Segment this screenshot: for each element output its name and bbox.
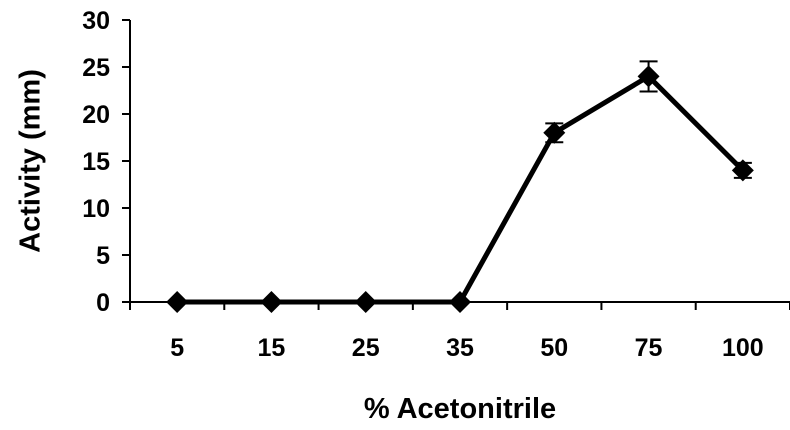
data-point (543, 121, 566, 144)
x-tick-label: 35 (446, 334, 474, 362)
y-axis-ticks: 0 5 10 15 20 25 30 (82, 7, 130, 317)
data-point (449, 291, 471, 313)
y-tick-label: 10 (82, 195, 110, 223)
x-axis-ticks: 5 15 25 35 50 75 100 (129, 302, 790, 362)
data-point (637, 65, 660, 88)
data-point (354, 291, 377, 313)
y-tick-label: 30 (82, 7, 110, 35)
axes (129, 20, 790, 303)
data-point (166, 291, 189, 313)
y-axis-title: Activity (mm) (15, 69, 47, 253)
x-tick-label: 75 (635, 334, 663, 362)
series-line (177, 73, 745, 305)
y-tick-label: 5 (96, 242, 110, 270)
series-0 (166, 60, 754, 313)
y-tick-label: 20 (82, 101, 110, 129)
y-tick-label: 0 (96, 289, 110, 317)
x-tick-label: 25 (352, 334, 380, 362)
x-tick-label: 100 (722, 334, 764, 362)
data-point (731, 159, 754, 182)
x-tick-label: 5 (170, 334, 184, 362)
y-tick-label: 15 (82, 148, 110, 176)
series-group (166, 60, 754, 313)
data-point (260, 291, 283, 313)
y-tick-label: 25 (82, 54, 110, 82)
x-tick-label: 15 (258, 334, 286, 362)
x-axis-title: % Acetonitrile (364, 393, 556, 425)
x-tick-label: 50 (540, 334, 568, 362)
